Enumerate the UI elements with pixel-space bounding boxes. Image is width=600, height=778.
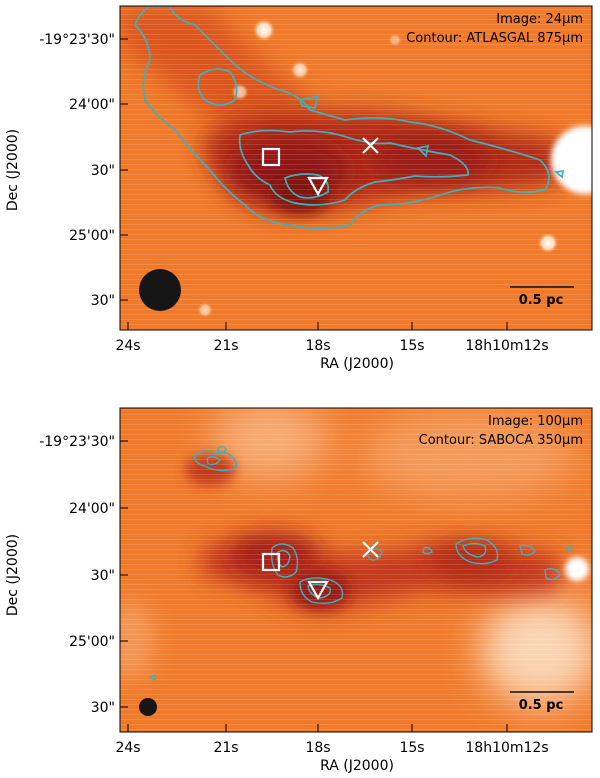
- panel-1-frame: [119, 5, 593, 331]
- panel-2-ylabel: Dec (J2000): [5, 534, 21, 616]
- panel-2-ticks: [120, 440, 508, 732]
- panel-1-beam: [139, 269, 181, 311]
- dec-tick: 25'00": [69, 228, 115, 244]
- panel-2-ra-ticks: 24s 21s 18s 15s 18h10m12s: [115, 740, 548, 756]
- panel-1-dec-ticks: -19°23'30" 24'00" 30" 25'00" 30": [39, 32, 115, 309]
- panel-2-markers: [261, 541, 379, 601]
- panel-2: 0.5 pc Image: 100μm Contour: SABOCA 350μ…: [5, 407, 593, 774]
- marker-cross: [362, 541, 379, 558]
- dec-tick: -19°23'30": [39, 434, 115, 450]
- panel-1-scalebar-label: 0.5 pc: [519, 293, 564, 308]
- marker-triangle: [307, 176, 329, 197]
- marker-triangle: [307, 580, 329, 601]
- panel-1-ylabel: Dec (J2000): [5, 129, 21, 211]
- ra-tick: 18s: [305, 740, 330, 756]
- panel-2-frame: [119, 407, 593, 733]
- panel-1-contour-label: Contour: ATLASGAL 875μm: [406, 31, 583, 46]
- panel-1-image-label: Image: 24μm: [496, 12, 583, 27]
- dec-tick: 30": [91, 163, 115, 179]
- panel-2-image-label: Image: 100μm: [488, 414, 583, 429]
- dec-tick: 25'00": [69, 634, 115, 650]
- dec-tick: 30": [91, 700, 115, 716]
- dec-tick: 30": [91, 568, 115, 584]
- ra-tick: 15s: [399, 338, 424, 354]
- panel-2-scalebar-label: 0.5 pc: [519, 698, 564, 713]
- dec-tick: -19°23'30": [39, 32, 115, 48]
- marker-square: [261, 147, 281, 167]
- panel-2-dec-ticks: -19°23'30" 24'00" 30" 25'00" 30": [39, 434, 115, 716]
- marker-square: [261, 552, 281, 572]
- panel-1-image: 0.5 pc Image: 24μm Contour: ATLASGAL 875…: [120, 6, 592, 330]
- ra-tick: 24s: [115, 740, 140, 756]
- panel-2-beam: [139, 698, 157, 716]
- panel-2-contour-label: Contour: SABOCA 350μm: [419, 433, 583, 448]
- ra-tick: 15s: [399, 740, 424, 756]
- panel-2-xlabel: RA (J2000): [320, 758, 394, 774]
- panel-1-xlabel: RA (J2000): [320, 356, 394, 372]
- ra-tick: 21s: [213, 338, 238, 354]
- panel-1-ticks: [120, 38, 508, 330]
- ra-tick: 21s: [213, 740, 238, 756]
- ra-tick: 18h10m12s: [465, 740, 548, 756]
- dec-tick: 30": [91, 293, 115, 309]
- panel-1-markers: [261, 137, 379, 197]
- panel-2-image: 0.5 pc Image: 100μm Contour: SABOCA 350μ…: [120, 408, 592, 732]
- ra-tick: 18s: [305, 338, 330, 354]
- panel-2-contours: [148, 446, 573, 682]
- dec-tick: 24'00": [69, 501, 115, 517]
- ra-tick: 24s: [115, 338, 140, 354]
- panel-1-ra-ticks: 24s 21s 18s 15s 18h10m12s: [115, 338, 548, 354]
- ra-tick: 18h10m12s: [465, 338, 548, 354]
- marker-cross: [362, 137, 379, 154]
- panel-1-contours: [134, 6, 565, 230]
- panel-1: 0.5 pc Image: 24μm Contour: ATLASGAL 875…: [5, 5, 593, 372]
- dec-tick: 24'00": [69, 97, 115, 113]
